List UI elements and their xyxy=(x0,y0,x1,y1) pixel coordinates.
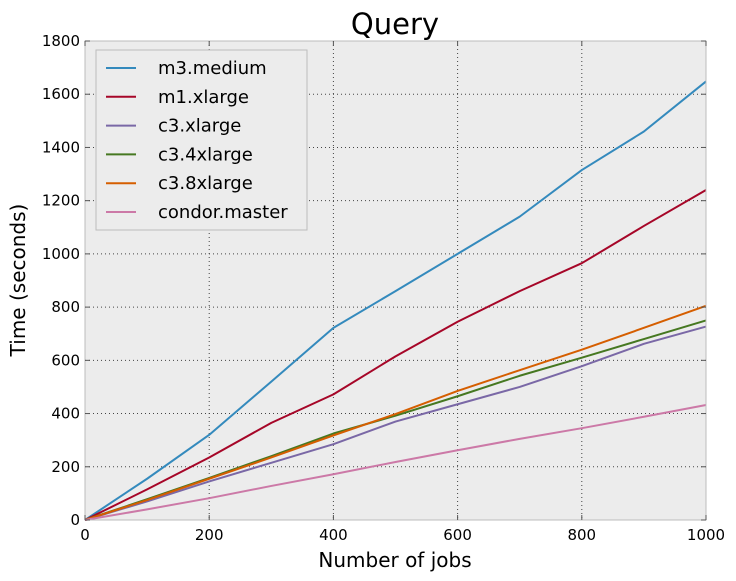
tick-labels: 0 200 400 600 800 1000 0 200 400 600 800 1000 1200 14… xyxy=(42,32,725,544)
x-axis-label: Number of jobs xyxy=(318,548,471,572)
x-tick-label: 1000 xyxy=(687,526,725,544)
legend-label: m1.xlarge xyxy=(158,87,249,108)
y-tick-label: 1600 xyxy=(42,85,80,103)
legend-label: c3.4xlarge xyxy=(158,144,253,165)
legend: m3.medium m1.xlarge c3.xlarge c3.4xlarge c3.… xyxy=(95,49,308,231)
y-tick-label: 1000 xyxy=(42,245,80,263)
y-axis-label: Time (seconds) xyxy=(6,204,30,358)
x-tick-label: 400 xyxy=(319,526,348,544)
x-tick-label: 600 xyxy=(443,526,472,544)
series-line-condor-master xyxy=(84,404,707,521)
series-line-m3-medium xyxy=(84,80,707,521)
legend-label: c3.8xlarge xyxy=(158,173,253,194)
series-line-c3-xlarge xyxy=(84,325,707,521)
legend-items: m3.medium m1.xlarge c3.xlarge c3.4xlarge c3.… xyxy=(106,58,288,223)
y-tick-label: 400 xyxy=(51,405,80,423)
y-tick-label: 1400 xyxy=(42,138,80,156)
legend-label: m3.medium xyxy=(158,58,267,79)
plot-frame xyxy=(84,40,707,521)
series-lines xyxy=(84,80,707,521)
x-tick-label: 800 xyxy=(567,526,596,544)
x-tick-label: 200 xyxy=(195,526,224,544)
y-tick-label: 200 xyxy=(51,458,80,476)
legend-label: condor.master xyxy=(158,202,288,223)
x-tick-label: 0 xyxy=(80,526,90,544)
y-tick-label: 600 xyxy=(51,351,80,369)
chart-title: Query xyxy=(351,7,439,41)
axis-ticks xyxy=(84,40,707,521)
y-tick-label: 0 xyxy=(70,511,80,529)
y-tick-label: 1200 xyxy=(42,192,80,210)
legend-box xyxy=(95,49,308,231)
series-line-m1-xlarge xyxy=(84,189,707,521)
series-line-c3-8xlarge xyxy=(84,304,707,521)
legend-label: c3.xlarge xyxy=(158,116,241,137)
y-tick-label: 1800 xyxy=(42,32,80,50)
y-tick-label: 800 xyxy=(51,298,80,316)
